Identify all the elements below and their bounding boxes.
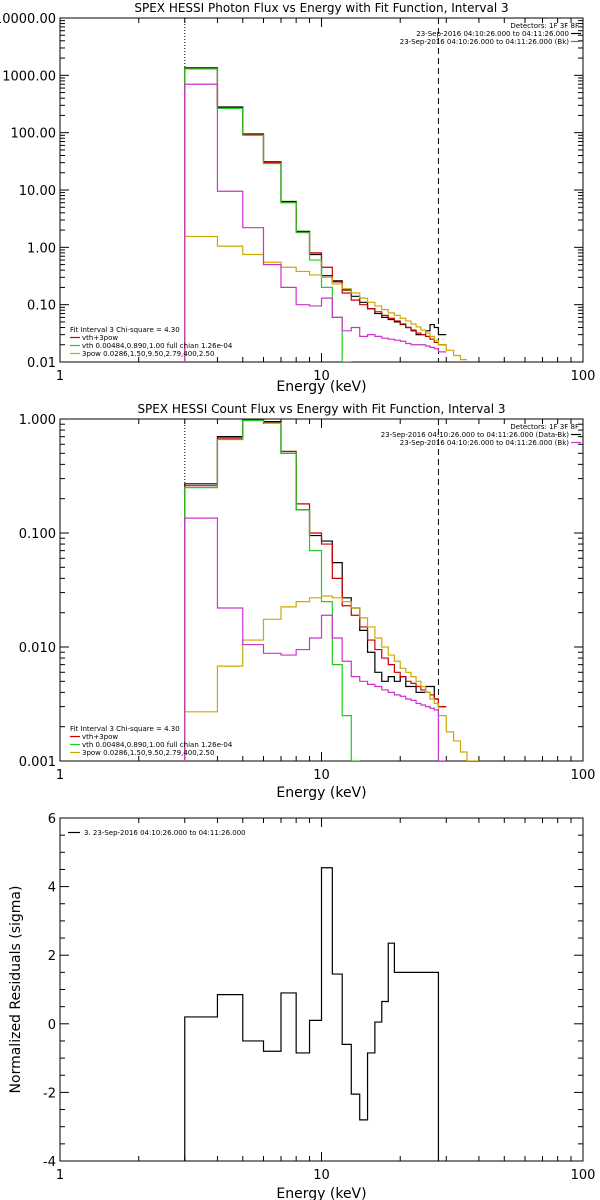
plot-frame: [59, 17, 584, 363]
x-tick-label: 10: [313, 1168, 330, 1183]
x-tick-label: 100: [571, 768, 596, 783]
y-tick-label: 4: [48, 881, 56, 896]
y-tick-label: 10000.00: [0, 12, 56, 27]
series-line-3: [184, 235, 467, 362]
x-tick-label: 100: [571, 369, 596, 384]
y-tick-label: 0.001: [19, 755, 56, 770]
x-axis-label: Energy (keV): [276, 379, 366, 395]
series-line-2: [184, 419, 360, 761]
legend-entry: vth 0.00484,0.890,1.00 full chian 1.26e-…: [82, 342, 233, 350]
photon-flux-panel: SPEX HESSI Photon Flux vs Energy with Fi…: [0, 1, 595, 395]
legend-entry: 3. 23-Sep-2016 04:10:26.000 to 04:11:26.…: [84, 829, 246, 837]
series-line-1: [184, 419, 447, 761]
legend-entry: 23-Sep-2016 04:10:26.000 to 04:11:26.000…: [400, 38, 570, 46]
x-tick-label: 1: [56, 369, 64, 384]
y-tick-label: -2: [43, 1086, 56, 1101]
series-line-4: [184, 83, 447, 362]
legend-entry: 3pow 0.0286,1.50,9.50,2.79,400,2.50: [82, 350, 214, 358]
y-tick-label: 2: [48, 949, 56, 964]
y-tick-label: 100.00: [11, 127, 57, 142]
y-tick-label: 0.010: [19, 641, 56, 656]
chart-title: SPEX HESSI Photon Flux vs Energy with Fi…: [134, 1, 508, 15]
x-tick-label: 100: [571, 1168, 596, 1183]
series-line-2: [184, 68, 352, 362]
y-tick-label: -4: [43, 1155, 56, 1170]
y-tick-label: 1000.00: [2, 69, 56, 84]
legend-entry: 23-Sep-2016 04:10:26.000 to 04:11:26.000…: [400, 439, 570, 447]
legend-header: Detectors: 1F 3F 8F: [510, 423, 579, 431]
x-axis-label: Energy (keV): [276, 1186, 366, 1200]
legend-entry: vth 0.00484,0.890,1.00 full chian 1.26e-…: [82, 741, 233, 749]
series-line-0: [184, 419, 447, 761]
y-tick-label: 0.10: [27, 299, 56, 314]
x-tick-label: 10: [313, 768, 330, 783]
legend-entry: 23-Sep-2016 04:10:26.000 to 04:11:26.000…: [381, 431, 570, 439]
legend-entry: 3pow 0.0286,1.50,9.50,2.79,400,2.50: [82, 749, 214, 757]
residuals-panel: Energy (keV) Normalized Residuals (sigma)…: [8, 812, 595, 1200]
legend-header: Fit Interval 3 Chi-square = 4.30: [70, 326, 180, 334]
y-tick-label: 6: [48, 812, 56, 827]
y-tick-label: 0.01: [27, 356, 56, 371]
legend-entry: vth+3pow: [82, 733, 118, 741]
x-tick-label: 1: [56, 1168, 64, 1183]
series-line-0: [184, 67, 447, 362]
x-tick-label: 1: [56, 768, 64, 783]
series-line-4: [184, 517, 447, 761]
count-flux-panel: SPEX HESSI Count Flux vs Energy with Fit…: [19, 402, 596, 801]
y-tick-label: 0.100: [19, 527, 56, 542]
series-line-0: [184, 867, 440, 1161]
legend-header: Detectors: 1F 3F 8F: [510, 22, 579, 30]
legend-header: Fit Interval 3 Chi-square = 4.30: [70, 725, 180, 733]
y-tick-label: 1.000: [19, 413, 56, 428]
x-tick-label: 10: [313, 369, 330, 384]
x-axis-label: Energy (keV): [276, 785, 366, 801]
chart-title: SPEX HESSI Count Flux vs Energy with Fit…: [137, 402, 505, 416]
y-axis-label: Normalized Residuals (sigma): [8, 886, 24, 1094]
y-tick-label: 10.00: [19, 184, 56, 199]
legend-entry: 23-Sep-2016 04:10:26.000 to 04:11:26.000: [416, 30, 569, 38]
y-tick-label: 1.00: [27, 241, 56, 256]
y-tick-label: 0: [48, 1018, 56, 1033]
series-line-1: [184, 68, 447, 362]
legend-entry: vth+3pow: [82, 334, 118, 342]
